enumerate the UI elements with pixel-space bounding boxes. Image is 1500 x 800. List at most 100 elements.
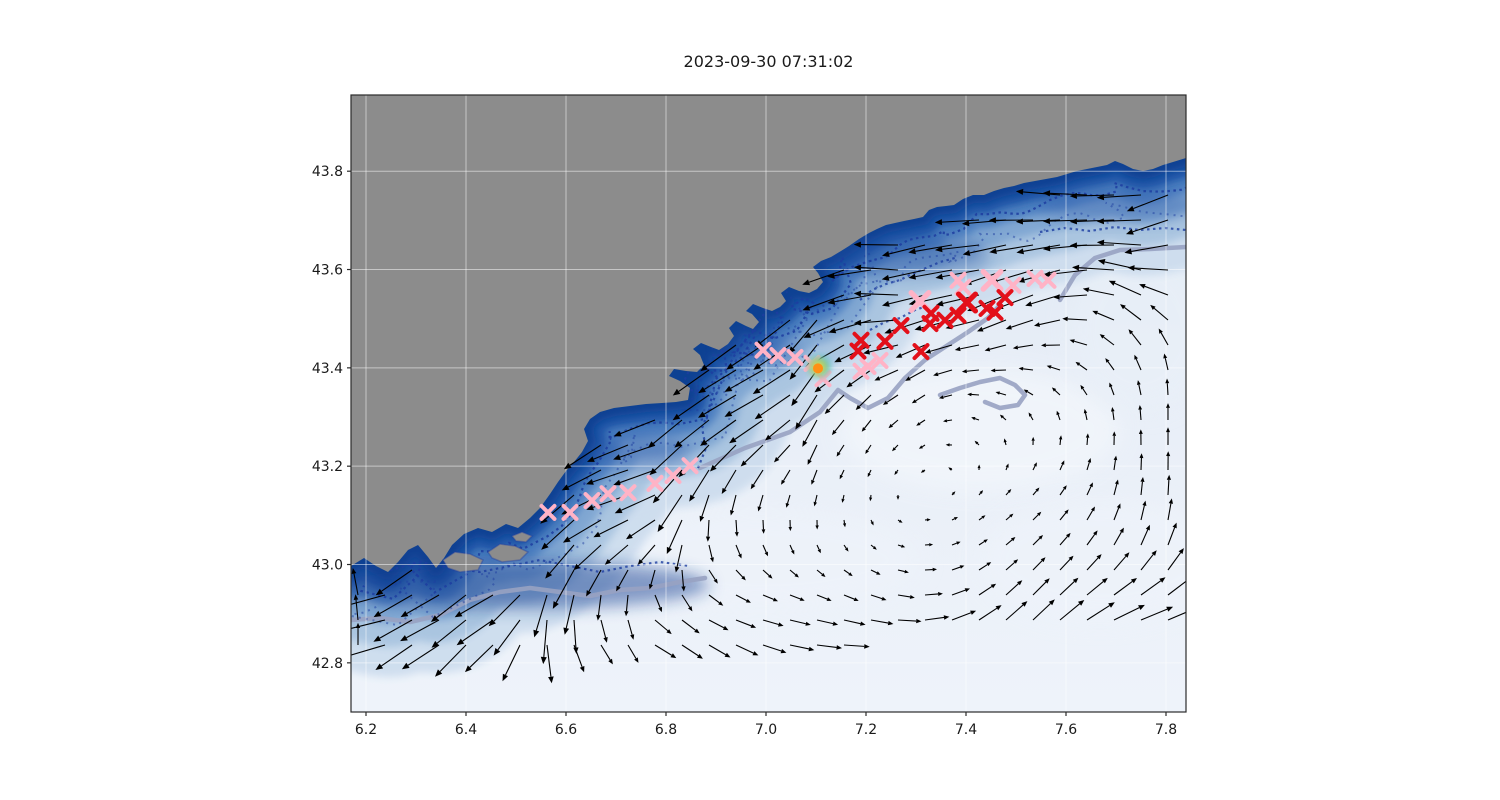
current-arrow <box>648 569 656 590</box>
current-arrow <box>373 619 413 642</box>
current-arrow <box>654 619 672 635</box>
current-arrow <box>924 344 953 354</box>
current-arrow <box>708 644 731 658</box>
current-arrow <box>1042 218 1088 225</box>
current-arrow <box>827 294 872 305</box>
current-arrow <box>375 644 413 670</box>
current-arrow <box>724 369 764 392</box>
current-arrow <box>1097 259 1142 271</box>
current-arrow <box>613 444 656 460</box>
current-arrow <box>488 594 521 627</box>
current-arrow <box>853 319 899 326</box>
current-arrow <box>735 619 757 628</box>
current-arrow <box>1003 438 1007 446</box>
current-arrow <box>1058 435 1063 446</box>
current-arrow <box>839 469 845 480</box>
red-x-marker <box>986 303 1004 321</box>
current-arrow <box>624 594 629 617</box>
current-arrow <box>587 444 629 462</box>
current-arrow <box>816 569 826 577</box>
x-axis-tick-label: 6.6 <box>555 722 577 738</box>
current-arrow <box>596 594 602 621</box>
current-arrow <box>627 619 635 640</box>
x-axis-tick-label: 6.4 <box>455 722 477 738</box>
current-arrow <box>502 644 521 682</box>
x-axis-tick-label: 6.8 <box>655 722 677 738</box>
current-arrow <box>616 569 629 592</box>
current-arrow <box>978 490 984 496</box>
current-arrow <box>978 605 1002 621</box>
current-arrow <box>1092 310 1115 321</box>
isobath-dotted-line <box>1039 225 1186 234</box>
current-arrow <box>814 369 845 393</box>
current-arrow <box>689 469 710 502</box>
current-arrow <box>774 444 791 463</box>
current-arrow <box>734 519 739 537</box>
current-arrow <box>897 618 922 624</box>
current-arrow <box>1166 427 1170 446</box>
current-arrow <box>1069 242 1115 249</box>
land-mass <box>351 95 1186 572</box>
current-arrow <box>1111 407 1115 421</box>
current-arrow <box>1109 382 1115 396</box>
current-arrow <box>762 644 787 654</box>
current-arrow <box>1138 429 1143 446</box>
current-arrow <box>757 494 764 512</box>
current-arrow <box>654 644 677 659</box>
current-arrow <box>708 569 718 584</box>
current-arrow <box>546 644 554 684</box>
current-arrow <box>892 444 899 452</box>
current-arrow <box>803 319 845 338</box>
current-arrow <box>828 319 872 334</box>
current-arrow <box>700 419 737 446</box>
isobath-thick-line <box>697 302 1003 471</box>
current-arrow <box>1140 500 1147 521</box>
current-arrow <box>1140 606 1174 621</box>
current-arrow <box>1086 554 1102 571</box>
current-arrow <box>1113 479 1119 496</box>
current-arrow <box>681 569 686 592</box>
current-arrow <box>672 394 710 421</box>
current-arrow <box>1005 489 1012 496</box>
current-arrow <box>813 494 818 507</box>
current-arrow <box>853 290 899 297</box>
current-arrow <box>977 464 981 471</box>
current-arrow <box>721 469 737 494</box>
island <box>486 543 530 563</box>
current-arrow <box>1120 304 1142 321</box>
current-arrow <box>918 444 926 449</box>
current-arrow <box>1126 194 1169 212</box>
current-arrow <box>861 419 872 432</box>
current-arrow <box>978 539 988 546</box>
pink-x-marker <box>769 347 787 365</box>
current-arrow <box>791 369 818 407</box>
current-arrow <box>563 594 575 635</box>
current-arrow <box>674 544 683 573</box>
current-arrow <box>807 444 818 465</box>
current-arrow <box>951 610 977 621</box>
current-arrow <box>657 494 683 532</box>
current-arrow <box>870 569 881 575</box>
isobath-dotted-line <box>859 256 956 301</box>
current-arrow <box>600 619 608 643</box>
current-arrow <box>351 568 359 596</box>
pink-x-marker <box>980 268 1004 292</box>
current-arrow <box>951 517 958 521</box>
current-arrow <box>735 644 759 656</box>
current-arrow <box>765 419 791 441</box>
current-arrow <box>1113 527 1124 546</box>
current-arrow <box>465 644 494 673</box>
pink-x-marker <box>583 492 601 510</box>
current-arrow <box>795 394 818 430</box>
current-arrow <box>897 594 915 599</box>
current-arrow <box>1112 431 1117 446</box>
current-arrow <box>951 541 961 546</box>
current-arrow <box>962 244 1007 256</box>
current-arrow <box>1059 485 1067 496</box>
y-axis-tick-label: 43.2 <box>312 459 343 475</box>
current-arrow <box>874 369 899 381</box>
current-arrow <box>843 544 849 552</box>
y-axis-tick-label: 43.8 <box>312 164 343 180</box>
current-arrow <box>586 569 602 597</box>
